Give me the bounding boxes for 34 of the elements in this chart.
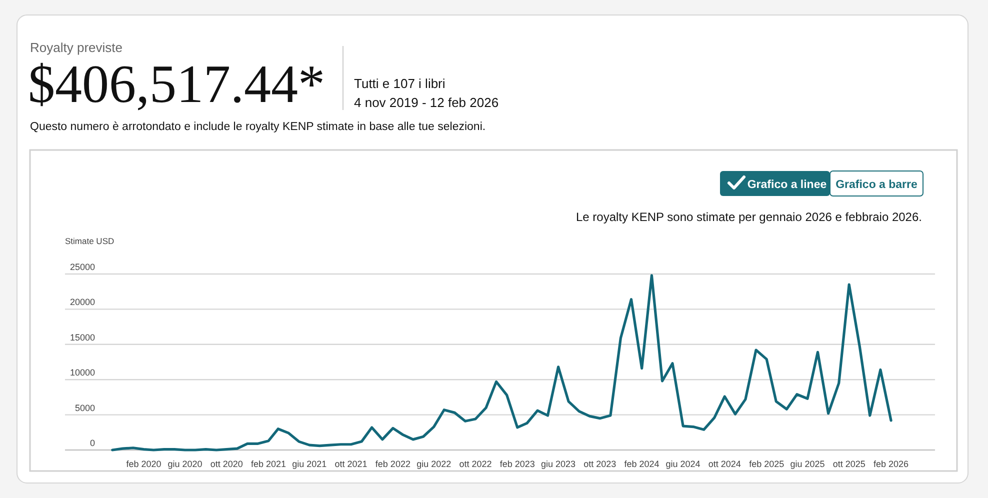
x-tick-label: feb 2026: [874, 459, 909, 469]
x-tick-label: giu 2022: [416, 459, 452, 469]
x-tick-label: giu 2023: [541, 459, 576, 469]
x-tick-label: feb 2023: [500, 459, 535, 469]
x-tick-label: ott 2020: [210, 459, 243, 469]
y-tick-label: 10000: [70, 368, 95, 378]
text: Le royalty KENP sono stimate per gennaio 2026 e febbraio 2026.: [576, 210, 922, 224]
text: Grafico a barre: [836, 179, 918, 191]
x-tick-label: feb 2020: [126, 459, 162, 469]
x-tick-label: giu 2020: [168, 459, 202, 469]
x-tick-label: ott 2025: [832, 459, 866, 469]
x-tick-label: ott 2024: [708, 459, 741, 469]
chart-subtitle: Royalty previste: [30, 40, 122, 55]
text: 4 nov 2019 - 12 feb 2026: [354, 95, 499, 110]
y-tick-label: 5000: [74, 402, 95, 413]
x-tick-label: giu 2021: [292, 459, 327, 469]
chart-title: $406,517.44*: [28, 54, 325, 114]
y-axis-title: Stimate USD: [65, 236, 114, 246]
y-tick-label: 0: [90, 438, 95, 448]
x-tick-label: ott 2022: [459, 459, 492, 469]
y-tick-label: 25000: [70, 262, 95, 272]
text: Tutti e 107 i libri: [354, 76, 446, 91]
y-tick-label: 20000: [70, 297, 95, 308]
x-tick-label: giu 2025: [790, 459, 825, 469]
x-tick-label: ott 2021: [334, 459, 368, 469]
x-tick-label: giu 2024: [666, 459, 700, 469]
x-tick-label: feb 2021: [251, 459, 286, 469]
x-tick-label: ott 2023: [584, 459, 616, 469]
y-tick-label: 15000: [70, 332, 95, 342]
x-tick-label: feb 2025: [749, 459, 784, 469]
text: Questo numero è arrotondato e include le royalty KENP stimate in base alle tue selezioni.: [30, 121, 486, 133]
text: Grafico a linee: [747, 179, 827, 191]
x-tick-label: feb 2024: [624, 459, 660, 469]
x-tick-label: feb 2022: [375, 459, 410, 469]
